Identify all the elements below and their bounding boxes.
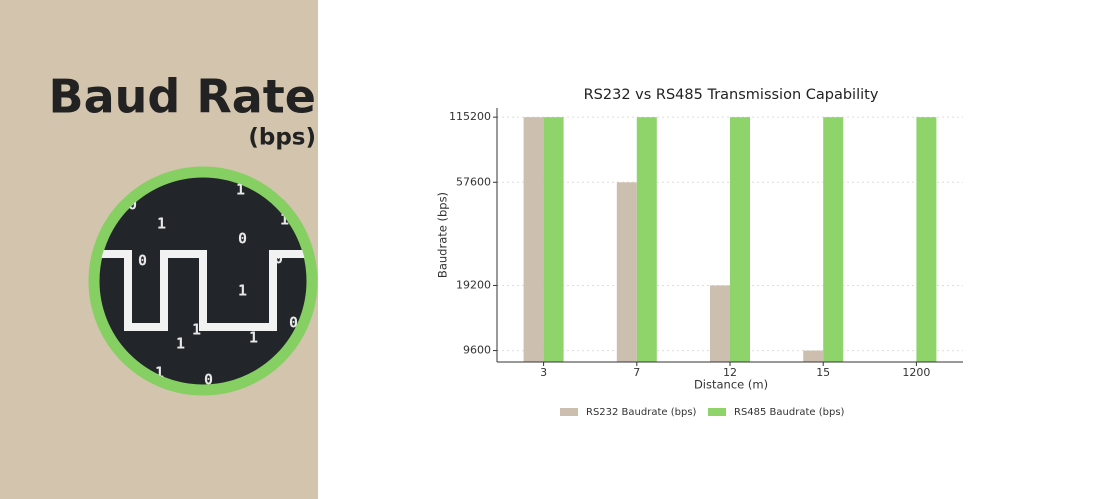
legend-swatch	[560, 408, 578, 416]
digit: 0	[204, 371, 213, 389]
x-tick-label: 12	[723, 366, 737, 379]
legend-swatch	[708, 408, 726, 416]
digit: 0	[238, 230, 247, 248]
digit: 0	[274, 250, 283, 268]
y-tick-label: 57600	[456, 175, 491, 188]
digit: 1	[238, 282, 247, 300]
chart-title: RS232 vs RS485 Transmission Capability	[584, 87, 879, 103]
digit: 1	[155, 364, 164, 382]
y-tick-label: 19200	[456, 278, 491, 291]
y-tick-label: 115200	[449, 110, 491, 123]
digit: 1	[249, 329, 258, 347]
digit: 1	[192, 321, 201, 339]
panel-title: Baud Rate	[49, 70, 316, 124]
digit: 1	[176, 335, 185, 353]
digit: 1	[280, 211, 289, 229]
x-tick-label: 1200	[902, 366, 930, 379]
bar	[916, 117, 937, 362]
x-tick-label: 3	[540, 366, 547, 379]
digit: 0	[289, 314, 298, 332]
bar	[803, 350, 824, 362]
square-wave	[99, 250, 307, 331]
bar	[523, 117, 544, 362]
x-axis-label: Distance (m)	[694, 378, 768, 392]
digit: 1	[236, 181, 245, 199]
x-tick-label: 15	[816, 366, 830, 379]
bar	[636, 117, 657, 362]
legend-label: RS232 Baudrate (bps)	[586, 407, 697, 418]
digit: 0	[138, 252, 147, 270]
bar	[710, 285, 730, 362]
y-axis-label: Baudrate (bps)	[436, 192, 450, 278]
panel-unit: (bps)	[248, 125, 316, 151]
bar	[730, 117, 750, 362]
legend-label: RS485 Baudrate (bps)	[734, 407, 845, 418]
y-tick-label: 9600	[463, 344, 491, 357]
x-tick-label: 7	[633, 366, 640, 379]
bar	[543, 117, 564, 362]
bar	[616, 182, 637, 362]
digit: 1	[157, 215, 166, 233]
bar	[823, 117, 844, 362]
